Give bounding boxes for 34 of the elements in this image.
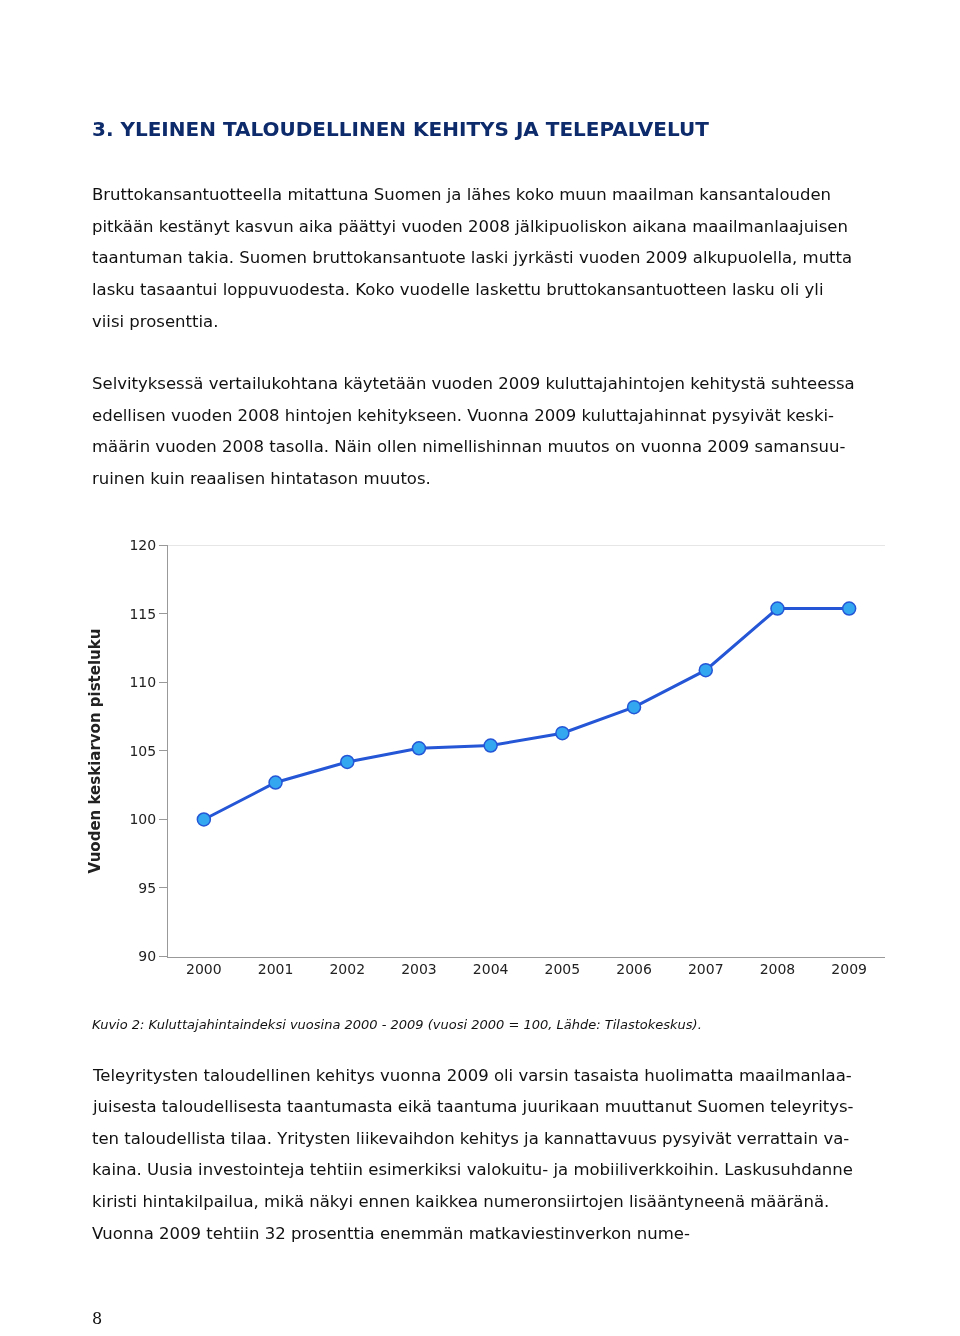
- point: [841, 601, 857, 616]
- x-tick-label: 2000: [186, 961, 222, 978]
- y-tick-label: 115: [129, 605, 157, 622]
- x-tick-label: 2002: [329, 961, 366, 978]
- point: [411, 741, 427, 756]
- point: [483, 738, 498, 753]
- x-tick-label: 2004: [472, 961, 509, 978]
- x-tick-label: 2006: [616, 961, 652, 978]
- text: Kuvio 2: Kuluttajahintaindeksi vuosina 2000 - 2009 (vuosi 2000 = 100, Lähde: Tilastokeskus).: [92, 1017, 702, 1032]
- point: [268, 775, 283, 790]
- x-tick-label: 2001: [257, 961, 294, 978]
- y-axis-title: Vuoden keskiarvon pisteluku: [85, 628, 104, 874]
- y-tick-label: 120: [129, 537, 157, 554]
- x-tick-label: 2005: [544, 961, 581, 978]
- x-tick-label: 2003: [401, 961, 437, 978]
- text: Teleyritysten taloudellinen kehitys vuonna 2009 oli varsin tasaista huolimatta maailmanlaa- juisesta taloudellisesta taantumasta eikä taantuma juurikaan muuttanut Suomen teleyritys- ten taloudellista tilaa. Yritysten liikevaihdon kehitys ja kannattavuus pysyivät verrattain va- kaina. Uusia investointeja tehtiin esimerkiksi valokuitu- ja mobiiliverkkoihin. Laskusuhdanne kiristi hintakilpailua, mikä näkyi ennen kaikkea numeronsiirtojen lisääntyneenä määränä. Vuonna 2009 tehtiin 32 prosenttia enemmän matkaviestinverkon nume-: [92, 1066, 854, 1243]
- text: Bruttokansantuotteella mitattuna Suomen ja lähes koko muun maailman kansantalouden pitkään kestänyt kasvun aika päättyi vuoden 2008 jälkipuoliskon aikana maailmanlaajuisen taantuman takia. Suomen bruttokansantuote laski jyrkästi vuoden 2009 alkupuolella, mutta lasku tasaantui loppuvuodesta. Koko vuodelle laskettu bruttokansantuotteen lasku oli yli viisi prosenttia.: [92, 185, 853, 331]
- point: [340, 754, 355, 770]
- y-tick-label: 90: [138, 948, 157, 965]
- chart-title: 3. YLEINEN TALOUDELLINEN KEHITYS JA TELEPALVELUT: [92, 117, 710, 141]
- point: [770, 601, 785, 616]
- point: [698, 662, 713, 678]
- y-tick-label: 110: [129, 674, 157, 691]
- point: [555, 725, 570, 741]
- x-tick-label: 2009: [831, 961, 867, 978]
- y-tick-label: 100: [129, 811, 157, 828]
- y-tick-label: 105: [129, 742, 157, 759]
- text: 8: [92, 1309, 103, 1328]
- point: [626, 699, 642, 715]
- text: Selvityksessä vertailukohtana käytetään vuoden 2009 kuluttajahintojen kehitystä suhteessa edellisen vuoden 2008 hintojen kehitykseen. Vuonna 2009 kuluttajahinnat pysyivät keski- määrin vuoden 2008 tasolla. Näin ollen nimellishinnan muutos on vuonna 2009 samansuu- ruinen kuin reaalisen hintatason muutos.: [92, 374, 855, 488]
- point: [196, 812, 212, 827]
- x-tick-label: 2007: [687, 961, 724, 978]
- y-tick-label: 95: [138, 879, 157, 896]
- x-tick-label: 2008: [759, 961, 796, 978]
